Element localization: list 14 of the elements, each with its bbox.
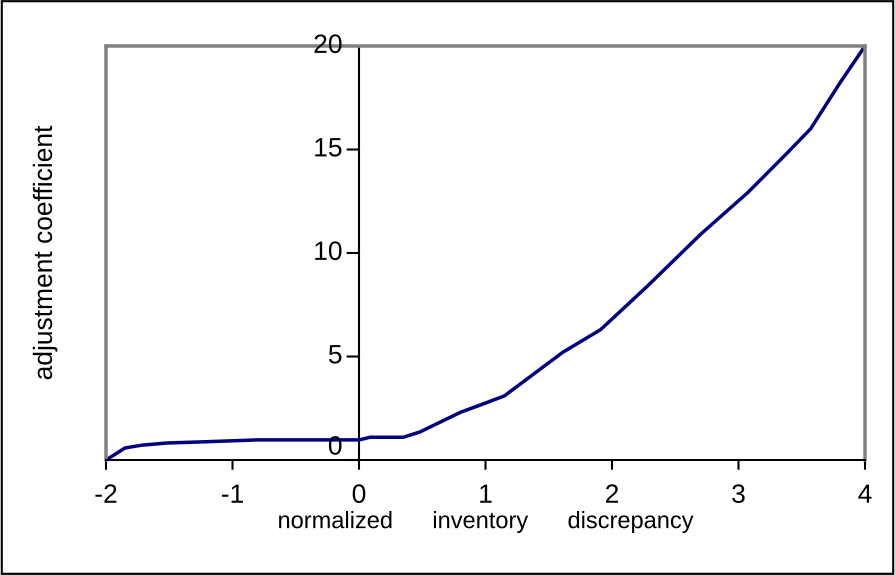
x-axis-title: normalized inventory discrepancy [279, 510, 694, 533]
x-tick-label: 1 [480, 484, 492, 503]
x-tick-label: 3 [732, 484, 745, 503]
x-tick-label: 2 [606, 484, 618, 503]
y-tick-label: 0 [328, 436, 342, 455]
y-axis-title: adjustment coefficient [32, 126, 58, 380]
y-tick-label: 20 [314, 34, 342, 54]
y-tick-label: 10 [315, 241, 342, 260]
x-tick-label: 0 [352, 484, 366, 503]
y-tick-label: 15 [315, 138, 342, 157]
x-tick-label: -1 [222, 484, 243, 503]
x-tick-label: -2 [95, 484, 116, 503]
y-tick-label: 5 [328, 345, 342, 364]
x-tick-label: 4 [858, 484, 872, 503]
